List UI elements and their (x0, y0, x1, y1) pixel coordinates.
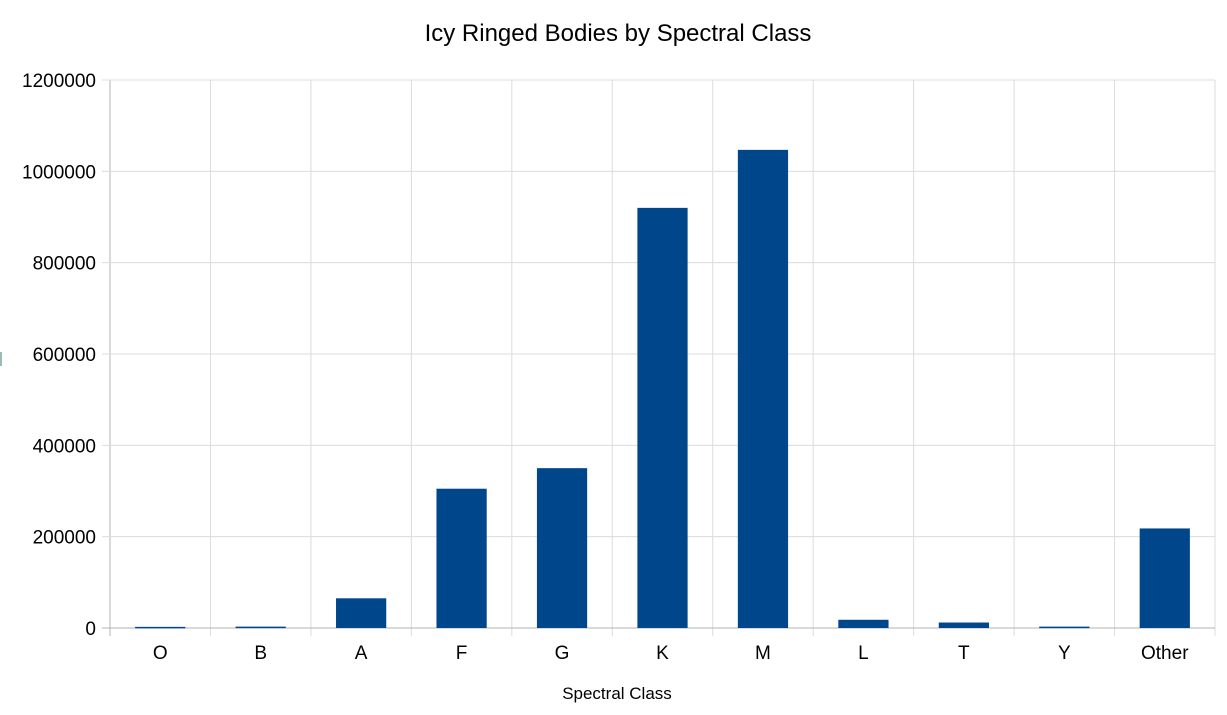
x-tick-label: Y (1058, 643, 1071, 664)
y-tick-label: 200000 (33, 528, 96, 549)
y-tick-label: 400000 (33, 436, 96, 457)
chart-title: Icy Ringed Bodies by Spectral Class (425, 20, 812, 47)
x-axis-ticks: O B A F G K M L T Y Other (153, 643, 1189, 664)
x-tick-label: Other (1141, 643, 1189, 664)
bars (135, 149, 1190, 629)
x-tick-label: F (456, 643, 468, 664)
bar-l (838, 619, 889, 628)
x-tick-label: T (958, 643, 970, 664)
y-tick-label: 600000 (33, 345, 96, 366)
y-tick-label: 0 (85, 619, 96, 640)
x-tick-label: M (755, 643, 771, 664)
x-tick-label: L (858, 643, 869, 664)
bar-g (536, 468, 588, 628)
bar-f (436, 488, 487, 628)
bar-k (637, 207, 688, 628)
y-tick-label: 1200000 (22, 71, 96, 92)
x-tick-label: O (153, 643, 168, 664)
bar-other (1139, 528, 1190, 628)
bar-b (235, 626, 286, 629)
bar-a (336, 598, 387, 628)
bar-o (135, 626, 186, 629)
bar-m (737, 149, 789, 628)
x-tick-label: B (254, 643, 267, 664)
x-tick-label: A (355, 643, 368, 664)
x-tick-label: K (656, 643, 669, 664)
y-tick-label: 800000 (33, 254, 96, 275)
x-axis-label: Spectral Class (562, 684, 672, 703)
y-tick-label: 1000000 (22, 162, 96, 183)
bar-y (1039, 626, 1090, 629)
bar-t (938, 622, 989, 628)
x-tick-label: G (555, 643, 570, 664)
y-axis-ticks: 0 200000 400000 600000 800000 1000000 1200000 (22, 71, 96, 640)
